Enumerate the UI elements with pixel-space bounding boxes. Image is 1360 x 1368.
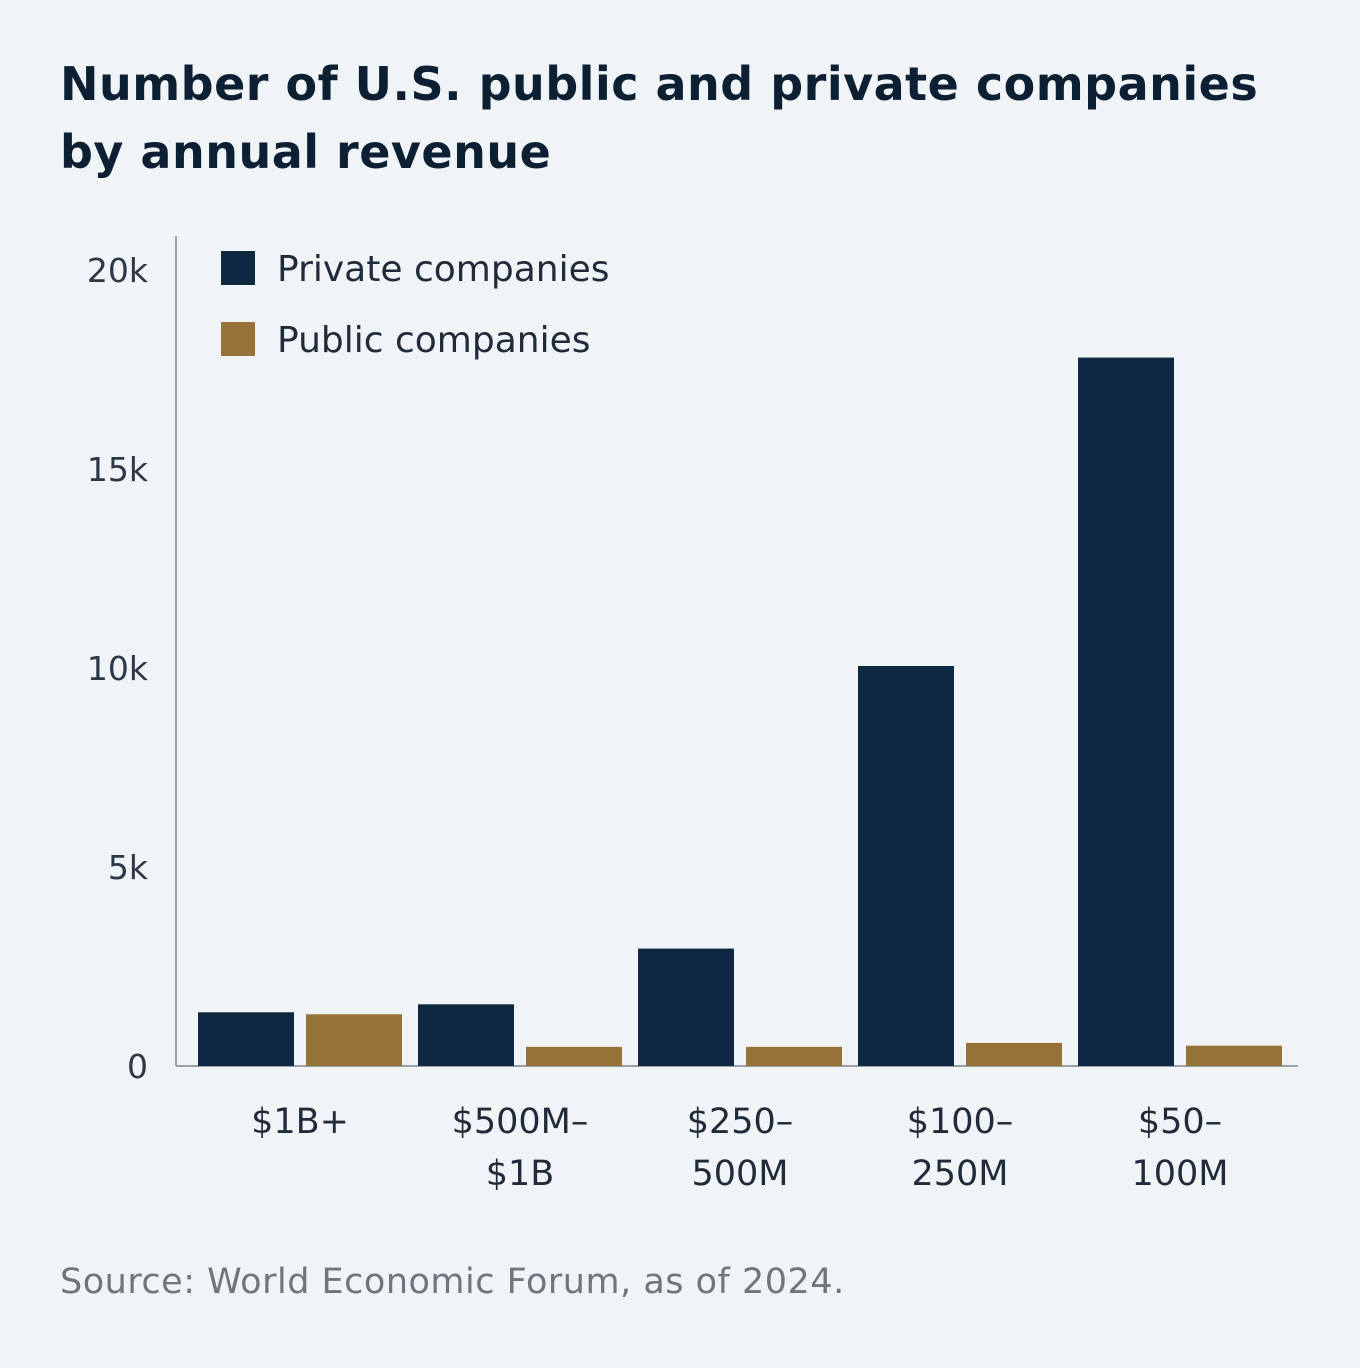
bar-private [1078,357,1174,1066]
legend: Private companies Public companies [221,249,609,361]
x-tick-label: $1B+ [251,1102,349,1142]
bar-public [746,1046,842,1066]
legend-label-public: Public companies [277,320,591,361]
x-tick-label: $100– 250M [907,1102,1014,1194]
x-axis-labels: $1B+ $500M– $1B $250– 500M $100– 250M $50– 100M [251,1102,1228,1194]
chart-title-line-2: by annual revenue [60,125,552,179]
y-tick-label: 10k [87,649,149,688]
source-note: Source: World Economic Forum, as of 2024… [60,1262,845,1302]
bar-public [1186,1045,1282,1066]
legend-swatch-private [221,251,255,285]
y-tick-label: 20k [87,251,149,290]
bar-public [526,1046,622,1066]
chart-title: Number of U.S. public and private compan… [60,50,1320,186]
y-tick-label: 15k [87,450,149,489]
legend-swatch-public [221,322,255,356]
x-tick-label: $250– 500M [687,1102,794,1194]
y-tick-label: 0 [127,1047,148,1086]
bars [198,357,1282,1066]
bar-chart: 0 5k 10k 15k 20k $1B+ $500M– $1B $250– 500M $100–… [87,236,1298,1194]
bar-private [198,1012,294,1066]
x-tick-label: $500M– $1B [452,1102,589,1194]
bar-private [638,948,734,1066]
y-tick-label: 5k [108,848,149,887]
bar-private [418,1004,514,1066]
x-tick-label: $50– 100M [1131,1102,1228,1194]
y-axis-ticks: 0 5k 10k 15k 20k [87,251,149,1086]
legend-label-private: Private companies [277,249,609,290]
chart-title-line-1: Number of U.S. public and private compan… [60,57,1259,111]
bar-public [306,1014,402,1066]
bar-public [966,1042,1062,1066]
bar-private [858,666,954,1066]
